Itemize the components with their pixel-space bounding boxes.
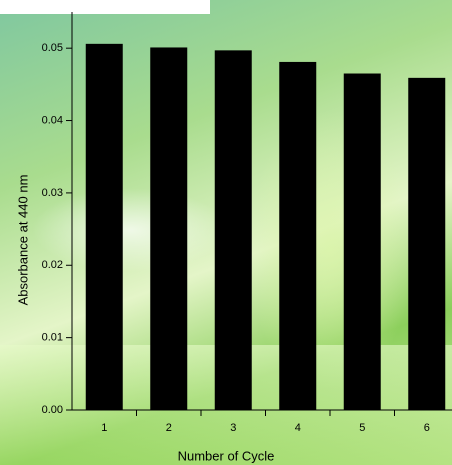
y-tick-label: 0.00 (42, 404, 63, 416)
bar (215, 50, 252, 410)
bar (150, 47, 187, 410)
x-tick-label: 3 (230, 422, 236, 434)
y-tick-label: 0.03 (42, 187, 63, 199)
y-tick-label: 0.01 (42, 332, 63, 344)
bar (344, 74, 381, 410)
x-axis-title: Number of Cycle (178, 448, 275, 463)
x-tick-label: 4 (295, 422, 301, 434)
x-tick-label: 2 (166, 422, 172, 434)
y-tick-label: 0.05 (42, 42, 63, 54)
y-tick-label: 0.02 (42, 259, 63, 271)
bar (86, 44, 123, 410)
y-tick-label: 0.04 (42, 114, 63, 126)
chart: Number of Cycle Absorbance at 440 nm 1 2 3… (0, 0, 452, 465)
bar (279, 62, 316, 410)
bar (408, 78, 445, 410)
x-tick-label: 6 (424, 422, 430, 434)
screenshot: Number of Cycle Absorbance at 440 nm 1 2 3… (0, 0, 452, 465)
y-axis-title: Absorbance at 440 nm (15, 175, 30, 306)
x-tick-label: 1 (101, 422, 107, 434)
x-tick-label: 5 (359, 422, 365, 434)
